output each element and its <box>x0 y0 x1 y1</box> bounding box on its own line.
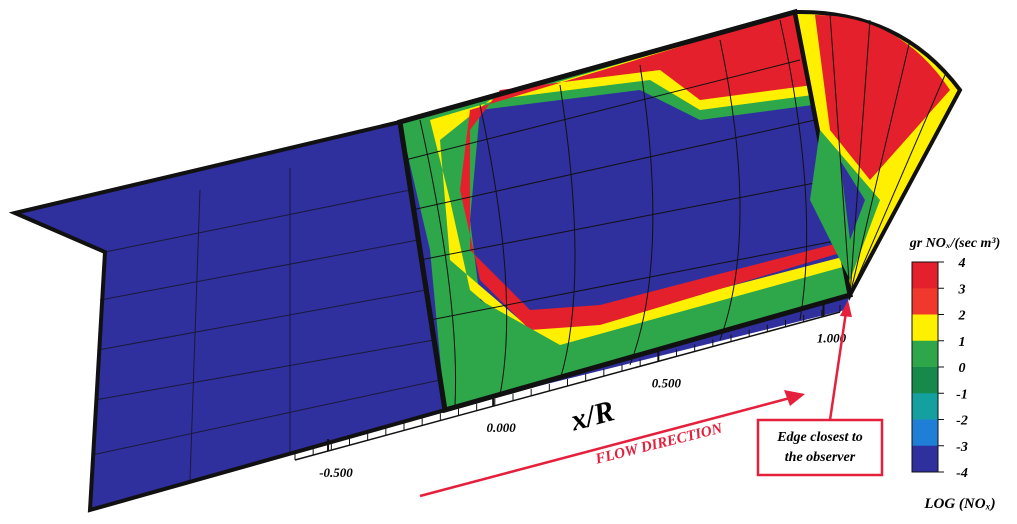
edge-box <box>756 418 884 477</box>
end-cap-blue <box>840 160 865 240</box>
colorbar-segment <box>912 367 938 394</box>
yellow-band <box>430 12 850 350</box>
red-band <box>460 12 850 330</box>
tick-label: 0.500 <box>652 375 682 390</box>
colorbar-segment <box>912 419 938 447</box>
colorbar-segment <box>912 445 938 473</box>
tick-label: 0.000 <box>487 420 517 435</box>
colorbar-label: 0 <box>959 361 966 376</box>
flow-arrow <box>419 396 791 498</box>
green-lower <box>440 265 850 410</box>
colorbar-label: -4 <box>956 466 968 481</box>
colorbar-label: 1 <box>959 335 966 350</box>
colorbar-segment <box>912 288 938 315</box>
colorbar-label: -2 <box>956 414 968 429</box>
colorbar-label: -1 <box>956 387 968 402</box>
middle-grid <box>404 19 841 406</box>
colorbar-label: 4 <box>958 256 966 271</box>
flow-arrow-head <box>784 390 805 406</box>
edge-label: Edge closest to <box>776 430 863 445</box>
end-cap-red <box>815 15 950 180</box>
colorbar-label: 3 <box>958 282 966 297</box>
colorbar-title: gr NOₓ/(sec m³) <box>909 236 1001 251</box>
colorbar-segment <box>912 262 938 289</box>
tick-label: 1.000 <box>817 330 847 345</box>
colorbar-segment <box>912 314 938 342</box>
colorbar-caption: LOG (NOₓ) <box>923 496 995 512</box>
end-cap-grid <box>829 13 946 296</box>
colorbar-label: -3 <box>956 440 968 455</box>
tick-label: -0.500 <box>319 465 353 480</box>
panel-grid <box>91 168 441 481</box>
edge-arrow <box>828 311 848 421</box>
colorbar-label: 2 <box>958 309 966 324</box>
edge-arrow-head <box>840 300 852 317</box>
edge-label: the observer <box>785 450 856 465</box>
upstream-panel <box>8 119 448 513</box>
colorbar: 4 3 2 1 0 -1 -2 -3 -4 <box>911 256 968 481</box>
colorbar-segment <box>912 393 938 420</box>
axis-label: x/R <box>566 394 617 437</box>
axis-ticks: -0.500 0.000 0.500 1.000 <box>294 304 847 480</box>
colorbar-segment <box>912 340 938 368</box>
